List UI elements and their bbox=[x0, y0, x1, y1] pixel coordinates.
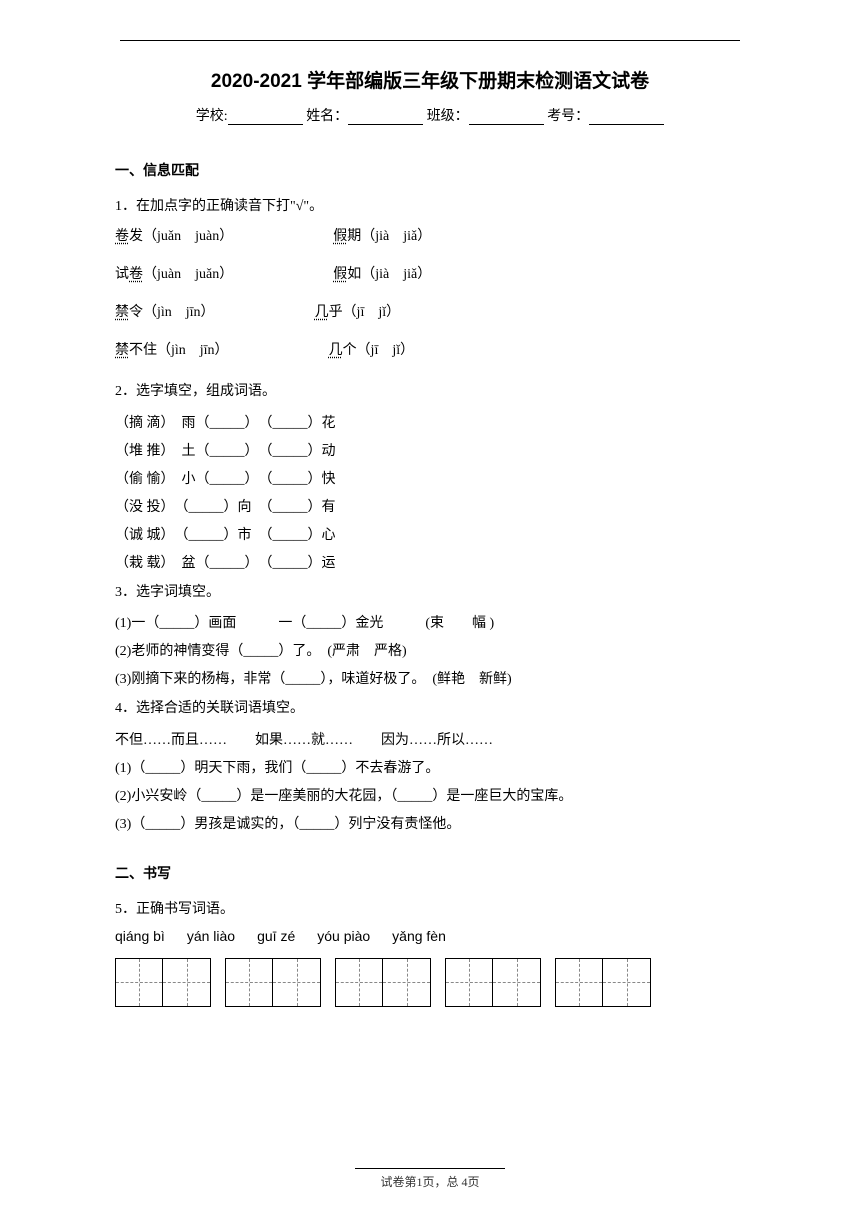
q4-line-1: (2)小兴安岭（_____）是一座美丽的大花园，（_____）是一座巨大的宝库。 bbox=[115, 783, 745, 811]
document-title: 2020-2021 学年部编版三年级下册期末检测语文试卷 bbox=[115, 66, 745, 93]
q1-row-2: 试卷（juàn juǎn） 假如（jià jiǎ） bbox=[115, 263, 745, 283]
writing-boxes-row bbox=[115, 958, 745, 1007]
page-footer: 试卷第1页，总 4页 bbox=[0, 1168, 860, 1190]
q1-r1-right-char: 假 bbox=[333, 229, 347, 244]
q1-prompt: 1．在加点字的正确读音下打"√"。 bbox=[115, 192, 745, 223]
q4-line-2: (3)（_____）男孩是诚实的，（_____）列宁没有责怪他。 bbox=[115, 811, 745, 839]
label-examno: 考号： bbox=[547, 109, 589, 124]
q1-row-4: 禁不住（jìn jīn） 几个（jī jǐ） bbox=[115, 339, 745, 359]
q1-r3-left-rest: 令（jìn jīn） bbox=[129, 305, 215, 320]
blank-school[interactable] bbox=[228, 111, 303, 125]
q3-line-2: (3)刚摘下来的杨梅，非常（_____），味道好极了。 (鲜艳 新鲜) bbox=[115, 666, 745, 694]
pinyin-0: qiáng bì bbox=[115, 928, 165, 944]
footer-text: 试卷第1页，总 4页 bbox=[380, 1175, 479, 1189]
q1-r2-left-u: 卷 bbox=[129, 267, 143, 282]
pinyin-4: yǎng fèn bbox=[392, 928, 446, 944]
box-group-4[interactable] bbox=[555, 958, 651, 1007]
q1-r1-left-rest: 发（juǎn juàn） bbox=[129, 229, 233, 244]
q1-r2-left-char: 试 bbox=[115, 267, 129, 282]
q1-r4-right-char: 几 bbox=[329, 343, 343, 358]
box-group-0[interactable] bbox=[115, 958, 211, 1007]
q1-row-3: 禁令（jìn jīn） 几乎（jī jǐ） bbox=[115, 301, 745, 321]
q1-r4-right-rest: 个（jī jǐ） bbox=[343, 343, 415, 358]
q2-line-1: （堆 推） 土（_____） （_____）动 bbox=[115, 438, 745, 466]
q1-r2-right-char: 假 bbox=[333, 267, 347, 282]
q1-r2-right-rest: 如（jià jiǎ） bbox=[347, 267, 431, 282]
q1-r4-left-char: 禁 bbox=[115, 343, 129, 358]
pinyin-3: yóu piào bbox=[317, 928, 370, 944]
q3-prompt: 3．选字词填空。 bbox=[115, 578, 745, 609]
pinyin-2: guī zé bbox=[257, 928, 295, 944]
q1-r2-left-rest: （juàn juǎn） bbox=[143, 267, 233, 282]
label-school: 学校: bbox=[196, 109, 228, 124]
q5-prompt: 5．正确书写词语。 bbox=[115, 895, 745, 926]
blank-class[interactable] bbox=[469, 111, 544, 125]
top-rule bbox=[120, 40, 740, 41]
q2-line-4: （诚 城） （_____）市 （_____）心 bbox=[115, 522, 745, 550]
q2-line-0: （摘 滴） 雨（_____） （_____）花 bbox=[115, 410, 745, 438]
pinyin-1: yán liào bbox=[187, 928, 235, 944]
pinyin-header: qiáng bì yán liào guī zé yóu piào yǎng f… bbox=[115, 928, 745, 944]
q1-r3-right-rest: 乎（jī jǐ） bbox=[329, 305, 401, 320]
q1-row-1: 卷发（juǎn juàn） 假期（jià jiǎ） bbox=[115, 225, 745, 245]
q2-line-3: （没 投） （_____）向 （_____）有 bbox=[115, 494, 745, 522]
label-name: 姓名： bbox=[306, 109, 348, 124]
box-group-3[interactable] bbox=[445, 958, 541, 1007]
section-2-header: 二、书写 bbox=[115, 863, 745, 883]
box-group-1[interactable] bbox=[225, 958, 321, 1007]
page-content: 2020-2021 学年部编版三年级下册期末检测语文试卷 学校: 姓名： 班级：… bbox=[0, 0, 860, 1037]
q1-r4-left-rest: 不住（jìn jīn） bbox=[129, 343, 229, 358]
student-info-line: 学校: 姓名： 班级： 考号： bbox=[115, 105, 745, 125]
q4-prompt: 4．选择合适的关联词语填空。 bbox=[115, 694, 745, 725]
q1-r1-right-rest: 期（jià jiǎ） bbox=[347, 229, 431, 244]
q2-line-2: （偷 愉） 小（_____） （_____）快 bbox=[115, 466, 745, 494]
q1-r3-left-char: 禁 bbox=[115, 305, 129, 320]
q3-line-1: (2)老师的神情变得（_____）了。 (严肃 严格) bbox=[115, 638, 745, 666]
footer-rule bbox=[355, 1168, 505, 1169]
q1-r1-left-char: 卷 bbox=[115, 229, 129, 244]
q1-r3-right-char: 几 bbox=[315, 305, 329, 320]
section-1-header: 一、信息匹配 bbox=[115, 160, 745, 180]
q2-line-5: （栽 载） 盆（_____） （_____）运 bbox=[115, 550, 745, 578]
q2-prompt: 2．选字填空，组成词语。 bbox=[115, 377, 745, 408]
q4-line-0: (1)（_____）明天下雨，我们（_____）不去春游了。 bbox=[115, 755, 745, 783]
blank-examno[interactable] bbox=[589, 111, 664, 125]
label-class: 班级： bbox=[427, 109, 469, 124]
box-group-2[interactable] bbox=[335, 958, 431, 1007]
q4-options: 不但……而且…… 如果……就…… 因为……所以…… bbox=[115, 727, 745, 755]
q3-line-0: (1)一（_____）画面 一（_____）金光 (束 幅 ) bbox=[115, 610, 745, 638]
blank-name[interactable] bbox=[348, 111, 423, 125]
